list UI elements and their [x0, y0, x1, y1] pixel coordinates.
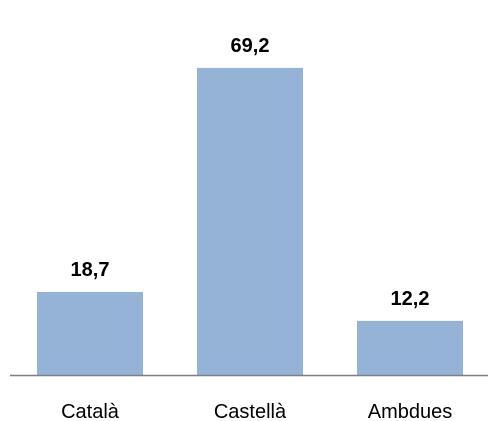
data-labels-group: 18,7 69,2 12,2 — [71, 35, 430, 310]
bars-group — [37, 67, 463, 376]
bar-2 — [357, 320, 463, 375]
category-labels-group: Català Castellà Ambdues — [61, 401, 452, 421]
bar-1 — [197, 67, 303, 376]
data-label-2: 12,2 — [391, 288, 430, 310]
category-label-0: Català — [61, 401, 120, 421]
category-label-1: Castellà — [214, 401, 287, 421]
category-label-2: Ambdues — [368, 401, 453, 421]
bar-0 — [37, 292, 143, 375]
data-label-1: 69,2 — [231, 35, 270, 57]
data-label-0: 18,7 — [71, 259, 110, 281]
